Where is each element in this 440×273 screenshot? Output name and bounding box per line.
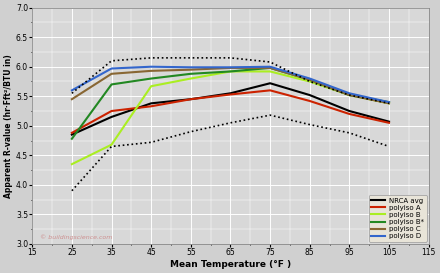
X-axis label: Mean Temperature (°F ): Mean Temperature (°F ) [170,260,291,269]
Legend: NRCA avg, polyiso A, polyiso B, polyiso B*, polyiso C, polyiso D: NRCA avg, polyiso A, polyiso B, polyiso … [369,195,426,242]
Y-axis label: Apparent R-value (hr·Fft²/BTU in): Apparent R-value (hr·Fft²/BTU in) [4,54,13,198]
Text: © buildingscience.com: © buildingscience.com [40,235,113,240]
